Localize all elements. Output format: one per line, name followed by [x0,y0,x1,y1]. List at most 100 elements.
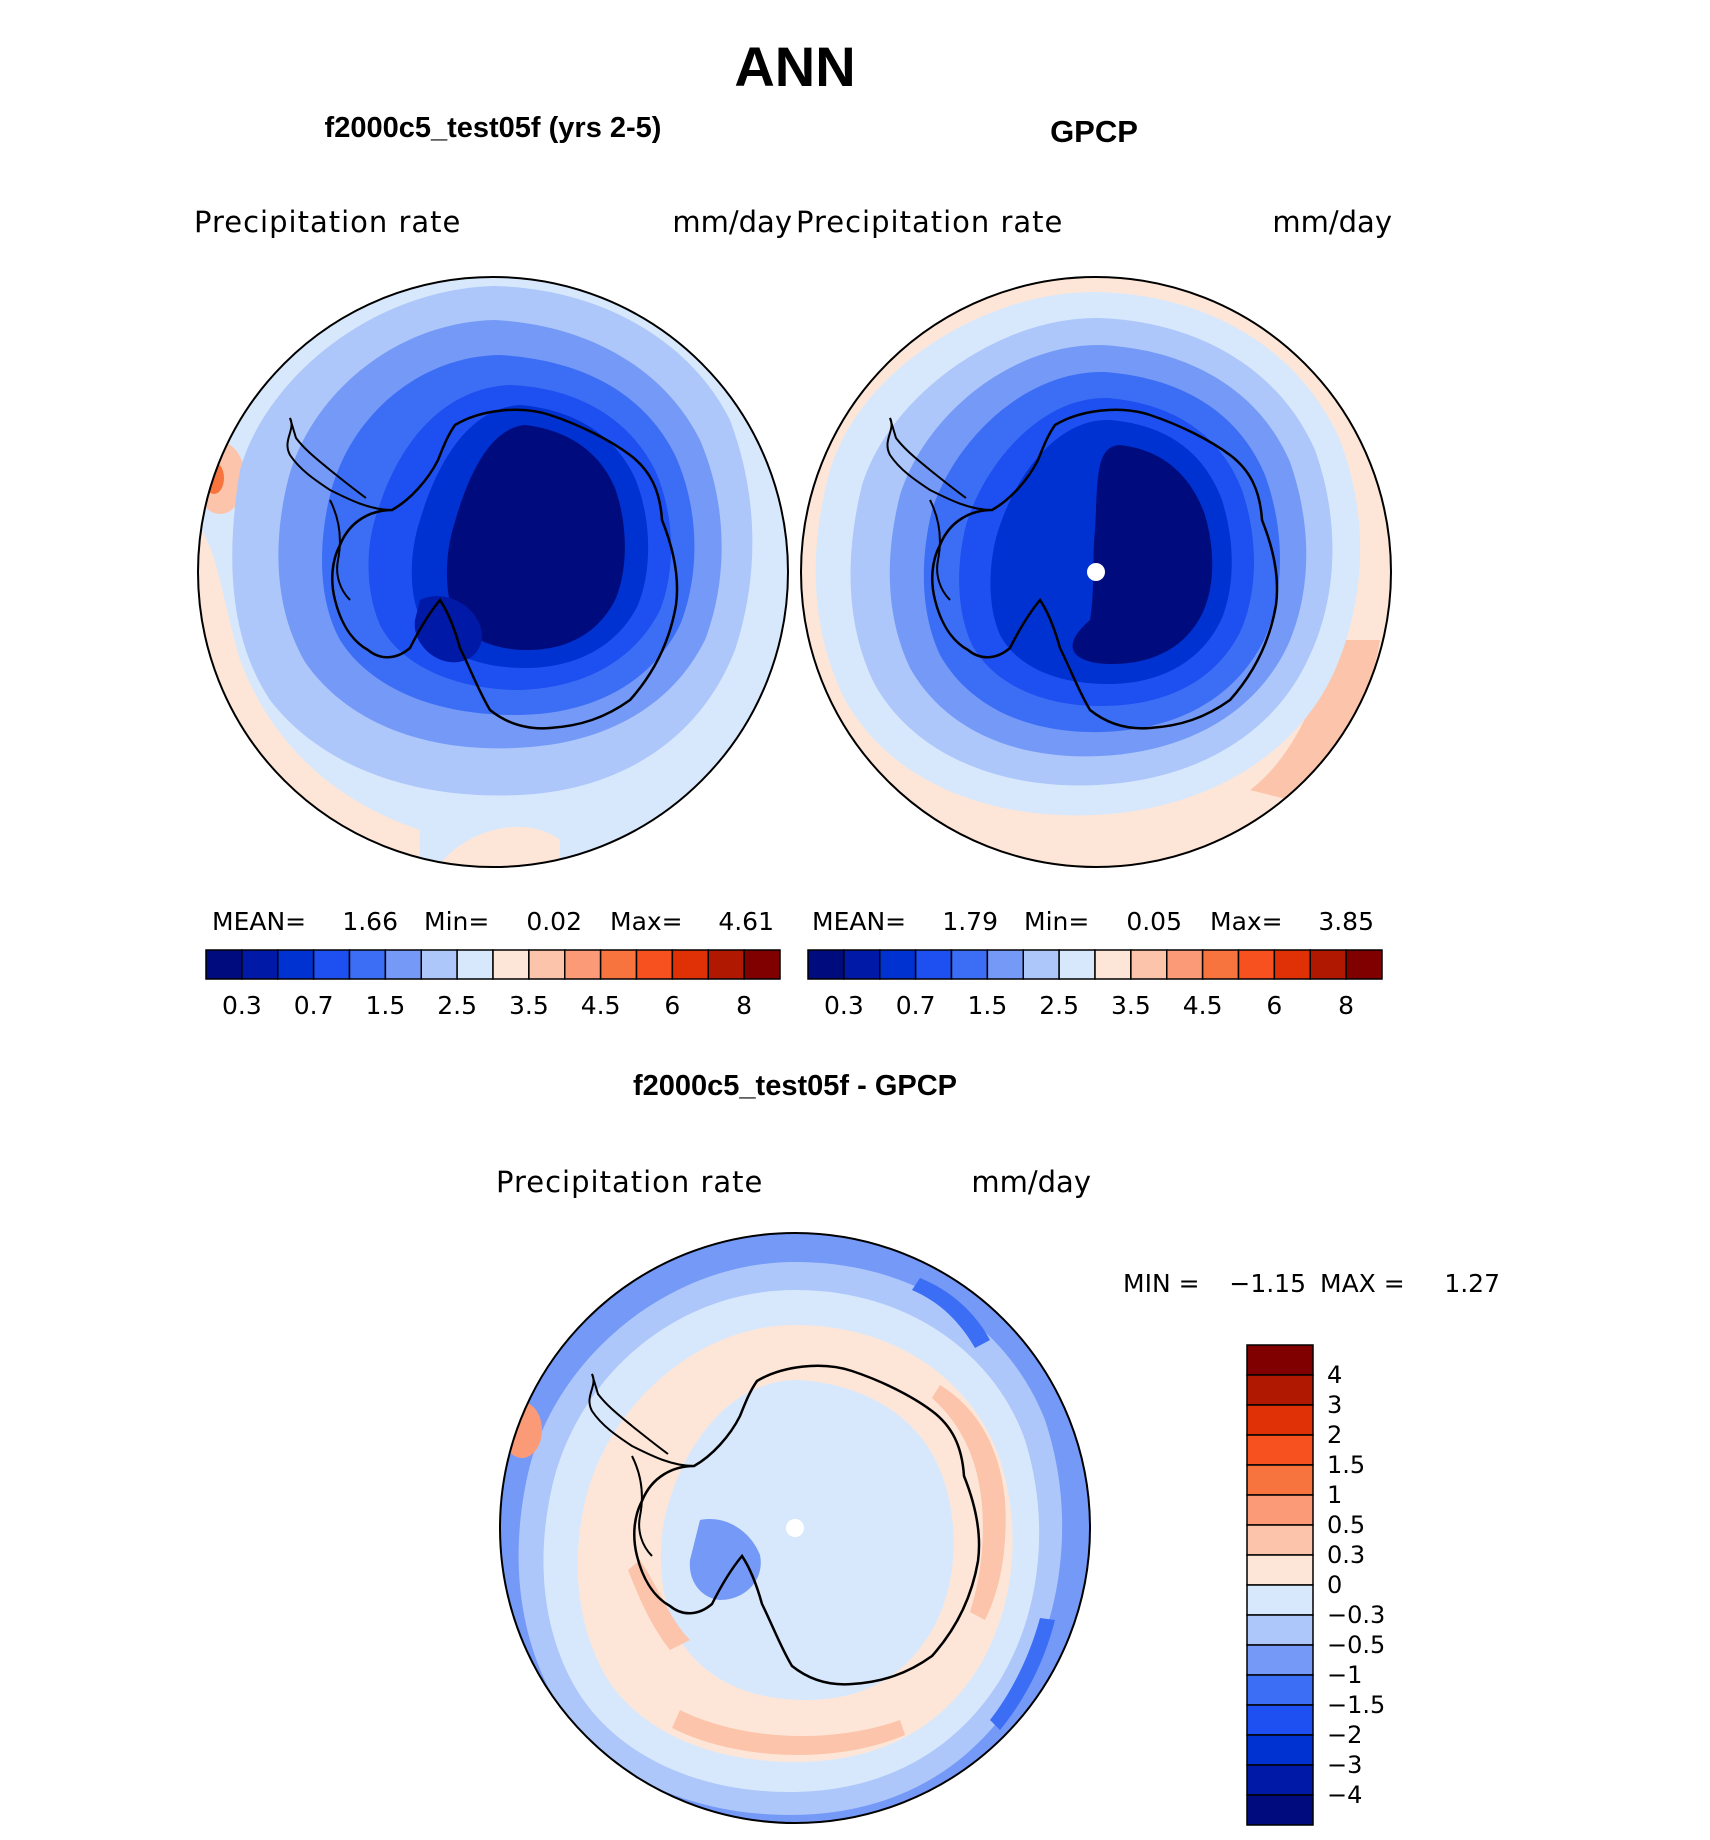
diff-colorbar-tick: 0 [1327,1571,1342,1599]
model-variable-label: Precipitation rate [194,205,461,239]
obs-colorbar-box [1345,949,1383,980]
obs-colorbar-box [843,949,881,980]
model-colorbar-tick: 0.3 [222,991,262,1020]
model-colorbar: 0.3 0.7 1.5 2.5 3.5 4.5 6 8 [205,949,781,1020]
obs-mean-label: MEAN= [812,907,906,936]
model-colorbar-box [599,949,638,980]
diff-min-label: MIN = [1123,1269,1200,1298]
model-colorbar-box [241,949,279,980]
model-colorbar-box [707,949,745,980]
model-peninsula-coast [329,499,351,601]
diff-min-value: −1.15 [1229,1269,1306,1298]
diff-field-level [990,1618,1055,1730]
diff-colorbar-box [1246,1554,1314,1586]
obs-colorbar-tick: 0.7 [896,991,936,1020]
diff-colorbar-box [1246,1704,1314,1736]
model-max-value: 4.61 [718,907,774,936]
obs-colorbar-box [879,949,917,980]
model-map [197,276,789,868]
obs-field-frame [800,276,1392,868]
diff-panel-title: f2000c5_test05f - GPCP [633,1070,957,1102]
obs-missing-data-marker [1087,563,1105,581]
diff-colorbar-tick: 0.3 [1327,1541,1365,1569]
figure-title: ANN [734,35,855,98]
obs-colorbar-box [1166,949,1204,980]
diff-field-warm-spot [502,1402,542,1458]
diff-colorbar-tick: 2 [1327,1421,1342,1449]
diff-colorbar-box [1246,1584,1314,1616]
model-colorbar-box [528,949,566,980]
obs-colorbar-box [1237,949,1276,980]
obs-max-value: 3.85 [1318,907,1374,936]
diff-field-level [689,1519,761,1600]
model-colorbar-box [564,949,602,980]
diff-field-warm [628,1560,690,1650]
diff-field-warm [577,1325,1013,1762]
model-peninsula-coast [286,417,393,511]
model-colorbar-box [492,949,530,980]
obs-colorbar-tick: 8 [1338,991,1354,1020]
obs-colorbar-tick: 3.5 [1111,991,1151,1020]
diff-map [499,1232,1091,1824]
obs-colorbar-box [1130,949,1168,980]
obs-peninsula-coast [929,499,951,601]
model-colorbar-box [384,949,422,980]
diff-colorbar-box [1246,1464,1314,1496]
obs-field-warm [1250,640,1380,800]
model-colorbar-box [312,949,351,980]
obs-colorbar: 0.3 0.7 1.5 2.5 3.5 4.5 6 8 [807,949,1383,1020]
obs-colorbar-box [1201,949,1240,980]
model-colorbar-box [635,949,674,980]
diff-colorbar-box [1246,1494,1314,1526]
diff-colorbar-tick: −2 [1327,1721,1362,1749]
diff-field-warm [672,1710,905,1755]
diff-colorbar-box [1246,1764,1314,1796]
model-colorbar-tick: 4.5 [581,991,621,1020]
obs-variable-label: Precipitation rate [796,205,1063,239]
diff-field-warm [932,1385,1006,1620]
model-mean-label: MEAN= [212,907,306,936]
diff-colorbar-box [1246,1644,1314,1676]
diff-colorbar-tick: 1.5 [1327,1451,1365,1479]
diff-colorbar-tick: −0.5 [1327,1631,1385,1659]
diff-max-label: MAX = [1320,1269,1405,1298]
model-colorbar-tick: 2.5 [437,991,477,1020]
obs-colorbar-tick: 2.5 [1039,991,1079,1020]
obs-colorbar-box [807,949,845,980]
diff-colorbar-tick: 3 [1327,1391,1342,1419]
model-colorbar-tick: 0.7 [294,991,334,1020]
diff-panel: f2000c5_test05f - GPCP Precipitation rat… [496,1070,1500,1826]
diff-variable-label: Precipitation rate [496,1165,763,1199]
model-colorbar-box [671,949,709,980]
model-units-label: mm/day [672,205,792,239]
diff-field-level [912,1278,990,1348]
obs-max-label: Max= [1210,907,1283,936]
model-colorbar-box [277,949,315,980]
diff-colorbar-box [1246,1794,1314,1826]
diff-colorbar-tick: −3 [1327,1751,1362,1779]
model-colorbar-tick: 1.5 [365,991,405,1020]
diff-colorbar-box [1246,1734,1314,1766]
diff-coastline [633,1364,981,1686]
obs-units-label: mm/day [1272,205,1392,239]
obs-colorbar-box [1309,949,1347,980]
diff-colorbar-tick: 4 [1327,1361,1342,1389]
obs-coastline [931,408,1279,730]
diff-colorbar-tick: 0.5 [1327,1511,1365,1539]
model-mean-value: 1.66 [342,907,398,936]
diff-colorbar-box [1246,1614,1314,1646]
diff-colorbar-box [1246,1434,1314,1466]
model-colorbar-box [456,949,494,980]
obs-colorbar-box [1094,949,1132,980]
diff-colorbar-tick: −4 [1327,1781,1362,1809]
model-colorbar-box [205,949,243,980]
diff-colorbar-tick: −1.5 [1327,1691,1385,1719]
obs-peninsula-coast [886,417,993,511]
model-max-label: Max= [610,907,683,936]
diff-colorbar-box [1246,1404,1314,1436]
obs-min-label: Min= [1024,907,1089,936]
diff-colorbar-box [1246,1674,1314,1706]
obs-panel-title: GPCP [1050,114,1138,149]
model-colorbar-box [348,949,387,980]
